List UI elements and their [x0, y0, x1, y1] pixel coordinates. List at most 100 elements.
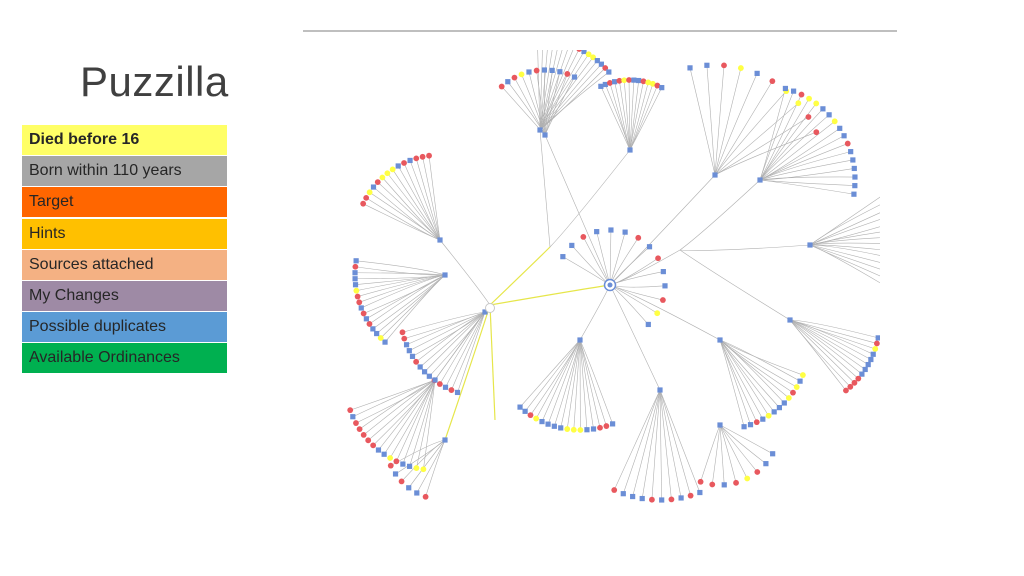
legend-label: Born within 110 years [29, 162, 182, 180]
female-node [426, 152, 432, 159]
tree-link [409, 379, 436, 467]
male-node [505, 79, 511, 85]
male-node [741, 424, 747, 430]
died-young-node [654, 310, 661, 317]
male-node [620, 491, 626, 497]
tree-link [544, 76, 575, 136]
died-young-node [384, 170, 391, 177]
tree-link [457, 311, 486, 393]
tree-link [809, 204, 880, 246]
tree-link [719, 339, 745, 427]
tree-link [489, 246, 551, 306]
tree-link [373, 186, 441, 241]
male-node [392, 471, 399, 477]
male-node [697, 489, 703, 496]
died-young-node [518, 71, 525, 78]
male-node [557, 69, 563, 75]
male-node [612, 79, 618, 85]
tree-link [366, 197, 441, 241]
male-node [442, 437, 448, 443]
female-node [873, 340, 880, 347]
tree-link [562, 256, 611, 286]
tree-link [401, 439, 446, 482]
female-node [533, 67, 540, 74]
male-node [414, 490, 420, 496]
tree-link [554, 339, 581, 427]
female-node [649, 496, 655, 503]
female-node [498, 83, 505, 90]
male-node [584, 427, 590, 433]
tree-link [416, 439, 446, 494]
female-node [813, 129, 820, 136]
tree-link [609, 284, 721, 341]
male-node [841, 133, 847, 139]
female-node [851, 379, 858, 386]
tree-link [719, 339, 751, 425]
female-node [356, 426, 363, 433]
root-person-dot [607, 282, 613, 288]
tree-link [382, 177, 441, 241]
tree-link [659, 389, 672, 500]
female-node [635, 234, 642, 241]
died-young-node [621, 77, 628, 84]
tree-link [659, 389, 682, 499]
male-node [375, 447, 382, 453]
male-node [549, 67, 555, 73]
died-young-node [806, 95, 812, 102]
male-node [577, 337, 583, 343]
legend-item-my-changes: My Changes [22, 280, 227, 311]
male-node [542, 132, 548, 138]
female-node [805, 114, 812, 120]
male-node [687, 65, 693, 71]
female-node [754, 469, 761, 475]
male-node [374, 330, 380, 337]
male-node [442, 384, 449, 390]
male-node [382, 339, 388, 345]
male-node [352, 270, 358, 276]
tree-link [719, 339, 780, 408]
tree-link [789, 319, 859, 379]
male-node [630, 493, 636, 500]
tree-link [579, 339, 613, 424]
tree-link [789, 319, 879, 339]
tree-link [573, 339, 581, 430]
tree-link [759, 168, 855, 181]
female-node [640, 78, 647, 85]
male-node [454, 389, 461, 396]
male-node [662, 283, 668, 289]
tree-link [380, 274, 446, 339]
tree-link [387, 173, 441, 241]
died-young-node [590, 54, 596, 61]
male-node [781, 400, 787, 406]
tree-link [355, 266, 446, 276]
died-young-node [649, 80, 656, 87]
tree-link [519, 339, 581, 408]
male-node [657, 387, 663, 393]
male-node [545, 421, 551, 427]
legend-label: Died before 16 [29, 131, 140, 148]
female-node [709, 481, 716, 488]
tree-link [579, 339, 601, 428]
female-node [366, 321, 373, 327]
female-node [527, 412, 534, 419]
tree-link [609, 284, 666, 288]
tree-link [415, 158, 441, 241]
female-node [798, 91, 805, 98]
tree-link [719, 339, 769, 416]
male-node [406, 348, 412, 354]
male-node [760, 416, 766, 422]
died-young-node [387, 455, 394, 461]
title-divider-line [303, 30, 897, 32]
male-node [639, 495, 645, 502]
female-node [843, 387, 849, 394]
tree-link [539, 50, 580, 131]
female-node [393, 458, 400, 465]
tree-link [659, 389, 662, 500]
died-young-node [389, 166, 396, 173]
female-node [360, 200, 367, 207]
female-node [360, 310, 367, 317]
died-young-node [570, 426, 577, 433]
tree-link [632, 389, 661, 497]
tree-link [629, 87, 663, 151]
tree-link [719, 424, 725, 485]
